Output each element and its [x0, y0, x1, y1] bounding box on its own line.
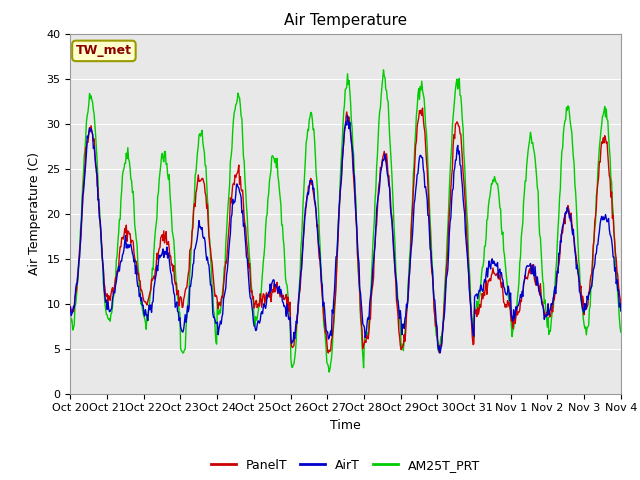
X-axis label: Time: Time	[330, 419, 361, 432]
Title: Air Temperature: Air Temperature	[284, 13, 407, 28]
Text: TW_met: TW_met	[76, 44, 132, 58]
Y-axis label: Air Temperature (C): Air Temperature (C)	[28, 152, 41, 275]
Legend: PanelT, AirT, AM25T_PRT: PanelT, AirT, AM25T_PRT	[206, 454, 485, 477]
